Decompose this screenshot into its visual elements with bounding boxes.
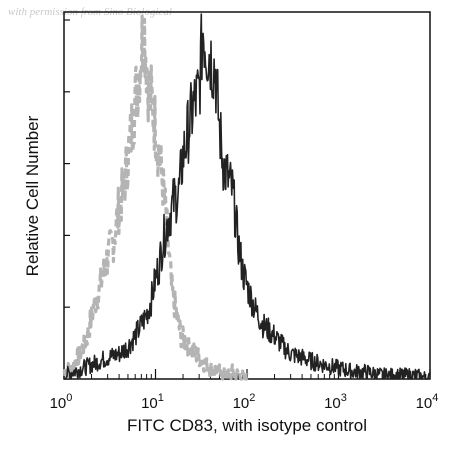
x-tick-label: 103	[324, 392, 347, 412]
isotype-control-trace	[62, 14, 249, 381]
y-axis-label: Relative Cell Number	[23, 115, 42, 276]
x-tick-labels: 100 101 102 103 104	[50, 392, 439, 412]
x-tick-label: 104	[416, 392, 439, 412]
cd83-trace	[63, 13, 431, 380]
x-tick-label-exponent: 1	[158, 392, 164, 404]
x-tick-label-exponent: 4	[432, 392, 438, 404]
x-tick-label: 101	[141, 392, 164, 412]
x-tick-label: 102	[233, 392, 256, 412]
x-tick-label-exponent: 3	[341, 392, 347, 404]
series-layer	[62, 13, 431, 381]
x-tick-label-exponent: 0	[66, 392, 72, 404]
y-ticks	[64, 19, 70, 380]
x-tick-label-exponent: 2	[249, 392, 255, 404]
x-axis-label: FITC CD83, with isotype control	[127, 416, 367, 435]
x-tick-label: 100	[50, 392, 73, 412]
